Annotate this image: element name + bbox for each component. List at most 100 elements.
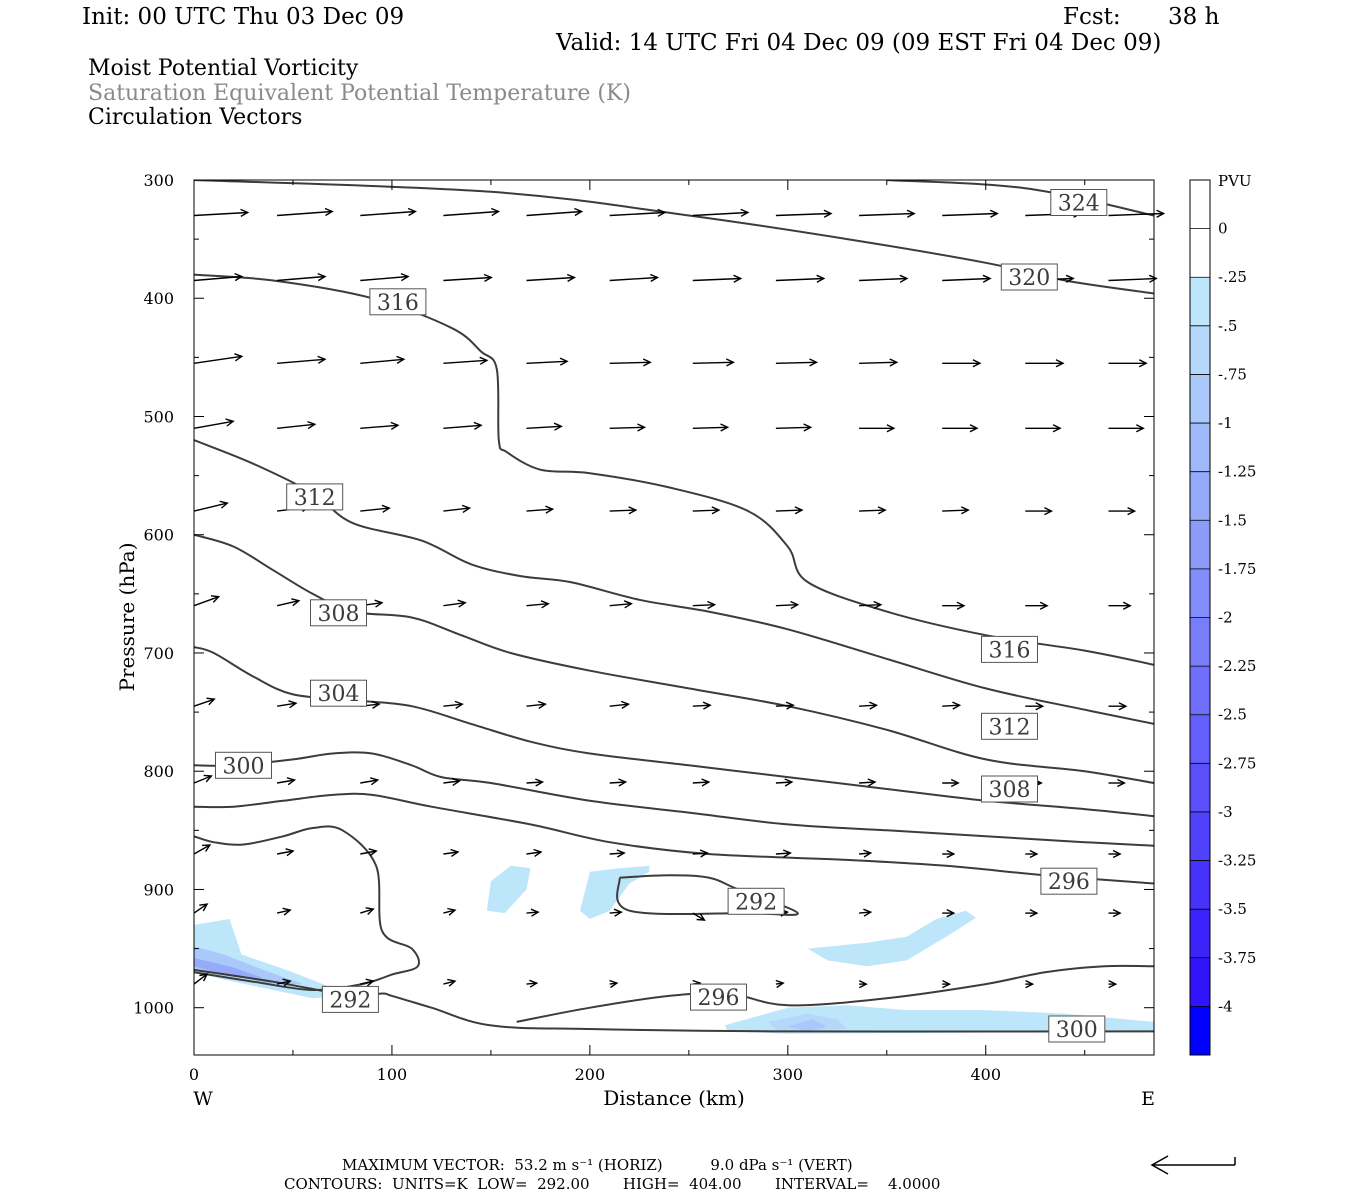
circulation-vector xyxy=(775,274,826,283)
circulation-vector xyxy=(692,506,721,515)
mpv-shading-region xyxy=(194,946,303,985)
colorbar-swatch xyxy=(1190,374,1210,424)
contour-label-text: 320 xyxy=(1008,266,1050,291)
circulation-vector xyxy=(193,208,250,218)
circulation-vector xyxy=(1108,849,1122,859)
contour-label-text: 296 xyxy=(1048,870,1090,895)
circulation-vector xyxy=(942,274,992,283)
colorbar-swatch xyxy=(1190,228,1210,278)
contour-label-308: 308 xyxy=(981,775,1038,803)
circulation-vector xyxy=(193,903,209,914)
mpv-shading-region xyxy=(807,910,976,967)
contour-label-300: 300 xyxy=(1048,1015,1106,1043)
contour-label-312: 312 xyxy=(286,483,344,511)
circulation-vector xyxy=(276,848,295,857)
colorbar-swatch xyxy=(1190,714,1210,764)
circulation-vector xyxy=(859,358,899,367)
circulation-vector xyxy=(193,774,213,784)
y-tick-label: 800 xyxy=(143,762,174,781)
circulation-vector xyxy=(942,209,999,218)
circulation-vector xyxy=(859,600,883,610)
circulation-vector xyxy=(859,778,877,787)
contour-label-box xyxy=(727,887,785,915)
circulation-vector xyxy=(775,979,785,989)
x-tick-label: 0 xyxy=(189,1065,199,1084)
contour-label-text: 308 xyxy=(989,778,1031,803)
circulation-vector xyxy=(775,506,804,515)
circulation-vector xyxy=(775,209,833,218)
contour-label-316: 316 xyxy=(369,288,427,316)
circulation-vector xyxy=(360,355,406,364)
circulation-vector xyxy=(360,848,378,857)
colorbar-swatch xyxy=(1190,423,1210,473)
circulation-vector xyxy=(443,207,501,217)
circulation-vector xyxy=(1025,979,1035,989)
contour-label-box xyxy=(369,288,427,316)
colorbar-swatch xyxy=(1190,520,1210,570)
circulation-vector xyxy=(526,848,543,857)
circulation-vector xyxy=(859,849,873,858)
contour-label-292: 292 xyxy=(321,985,379,1013)
colorbar-level-label: -.25 xyxy=(1218,268,1247,286)
contour-label-text: 300 xyxy=(223,754,265,779)
circulation-vector xyxy=(193,353,244,364)
circulation-vector xyxy=(942,359,982,368)
theta-e-contour-300 xyxy=(194,751,1154,847)
contour-label-box xyxy=(310,599,367,627)
plot-frame xyxy=(193,179,1155,1056)
circulation-vector xyxy=(360,272,410,282)
y-tick-label: 900 xyxy=(143,880,174,899)
theta-e-contour-296 xyxy=(516,964,1154,1023)
circulation-vector xyxy=(609,358,652,367)
colorbar-level-label: 0 xyxy=(1218,220,1228,238)
field-title-vectors: Circulation Vectors xyxy=(88,105,303,130)
contour-label-box xyxy=(981,712,1038,740)
circulation-vector xyxy=(193,272,244,282)
circulation-vector xyxy=(193,973,209,985)
circulation-vector xyxy=(276,907,292,916)
circulation-vector xyxy=(609,849,626,858)
contour-label-320: 320 xyxy=(1000,263,1058,291)
contour-label-text: 296 xyxy=(698,986,740,1011)
circulation-vector xyxy=(1108,908,1122,918)
circulation-vector xyxy=(1108,274,1158,283)
mpv-shading-region xyxy=(486,865,531,914)
circulation-vector xyxy=(1025,506,1053,516)
circulation-vector xyxy=(443,504,472,513)
circulation-vector xyxy=(360,421,400,430)
colorbar-swatch xyxy=(1190,860,1210,910)
circulation-vector xyxy=(1108,601,1132,610)
circulation-vector xyxy=(276,598,301,607)
colorbar-level-label: -3.5 xyxy=(1218,900,1247,918)
colorbar-level-label: -2 xyxy=(1218,609,1233,627)
circulation-vector xyxy=(443,700,464,709)
circulation-vector xyxy=(1108,506,1137,516)
circulation-vector xyxy=(942,424,979,433)
x-tick-label: 400 xyxy=(970,1065,1001,1084)
circulation-vector xyxy=(1025,601,1049,610)
circulation-vector xyxy=(859,274,909,283)
contour-label-box xyxy=(981,635,1038,663)
circulation-vector xyxy=(526,979,539,988)
contour-label-box xyxy=(1040,867,1098,895)
circulation-vector xyxy=(775,600,800,610)
reference-vector-head xyxy=(1150,1155,1169,1175)
colorbar-swatch xyxy=(1190,568,1210,618)
theta-e-contour-292 xyxy=(616,874,799,916)
colorbar-level-label: -1 xyxy=(1218,414,1233,432)
circulation-vector xyxy=(859,506,887,515)
colorbar-level-label: -1.25 xyxy=(1218,463,1256,481)
circulation-vector xyxy=(609,423,647,432)
circulation-vector xyxy=(692,912,706,921)
circulation-vector xyxy=(859,424,896,433)
circulation-vector xyxy=(276,700,298,709)
circulation-vector xyxy=(526,505,555,514)
circulation-vector xyxy=(193,697,216,707)
contour-label-316: 316 xyxy=(981,635,1038,663)
contour-label-box xyxy=(1000,263,1058,291)
contour-label-308: 308 xyxy=(310,599,367,627)
circulation-vector xyxy=(277,272,327,282)
circulation-vector xyxy=(1108,702,1128,711)
colorbar-level-label: -3 xyxy=(1218,803,1233,821)
contour-label-text: 312 xyxy=(989,715,1031,740)
